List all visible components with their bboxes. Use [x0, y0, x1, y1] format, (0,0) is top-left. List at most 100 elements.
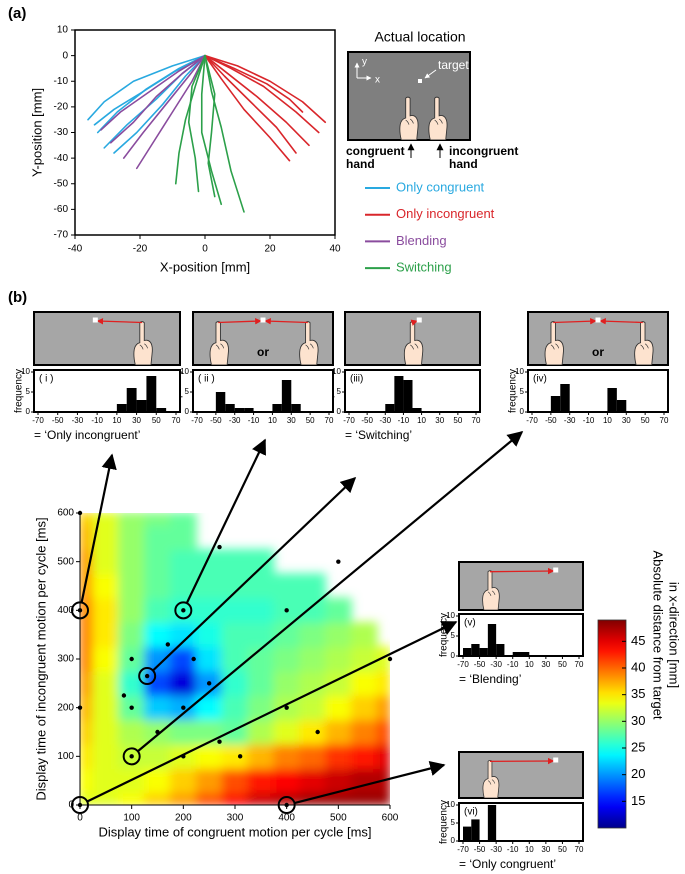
trajectory	[135, 54, 206, 170]
x-tick-label: -30	[490, 845, 502, 854]
heatmap-cell	[92, 622, 120, 648]
heatmap-cell	[273, 768, 301, 794]
x-tick-label: 20	[264, 244, 276, 255]
histogram-caption: = ‘Only incongruent’	[34, 428, 140, 442]
y-tick-label: 5	[26, 387, 31, 396]
y-tick-label: 10	[21, 367, 30, 376]
target-dot	[595, 317, 601, 323]
x-tick-label: -10	[398, 416, 410, 425]
sample-point	[315, 729, 320, 735]
sample-point	[129, 656, 134, 662]
x-tick-label: 50	[306, 416, 315, 425]
x-tick-label: 400	[278, 813, 295, 824]
y-tick-label: 500	[57, 556, 74, 567]
x-tick-label: 300	[227, 813, 244, 824]
y-tick-label: 0	[451, 651, 456, 660]
x-tick-label: 50	[453, 416, 462, 425]
x-tick-label: 10	[112, 416, 121, 425]
histogram-panel: or 0 5 10 -70 -50 -30 -10 10 30 50 70 (iv) frequency	[508, 311, 669, 425]
histogram-bar	[403, 380, 413, 412]
heatmap-cell	[144, 792, 171, 805]
histogram-bar	[291, 404, 301, 412]
sample-point	[129, 754, 134, 759]
histogram-bar	[215, 392, 226, 412]
histogram-bar	[471, 644, 480, 656]
target-dot	[92, 317, 98, 323]
y-tick-label: 0	[337, 407, 342, 416]
legend-label: Switching	[396, 260, 452, 275]
link-arrow	[86, 621, 458, 803]
reach-arrow	[218, 317, 262, 325]
icon-text: or	[257, 345, 269, 359]
y-axis-title: frequency	[14, 369, 25, 413]
heatmap-cell	[299, 597, 326, 623]
histogram-bar	[463, 826, 472, 841]
heatmap-cell	[169, 513, 197, 526]
histogram-frame	[33, 369, 181, 413]
hand-label: congruent	[346, 144, 405, 158]
heatmap-cell	[247, 646, 275, 672]
heatmap-cell	[247, 549, 275, 575]
histogram-caption: = ‘Blending’	[459, 672, 521, 686]
y-tick-label: 10	[180, 367, 189, 376]
trajectory	[204, 54, 297, 154]
x-tick-label: -10	[507, 845, 519, 854]
x-tick-label: 50	[152, 416, 161, 425]
histogram-panel: 0 5 10 -70 -50 -30 -10 10 30 50 70 (v) frequency = ‘B…	[439, 561, 584, 686]
x-tick-label: 200	[175, 813, 192, 824]
reach-arrow	[264, 317, 308, 325]
x-tick-label: 30	[622, 416, 631, 425]
y-tick-label: 10	[332, 367, 341, 376]
heatmap-cell	[324, 622, 352, 648]
heatmap-cell	[221, 743, 249, 769]
heatmap-cell	[92, 646, 120, 672]
heatmap-cell	[169, 768, 197, 794]
sample-point	[129, 705, 134, 710]
heatmap-cell	[324, 695, 352, 721]
histogram-label: (iv)	[533, 374, 547, 385]
x-tick-label: 10	[268, 416, 277, 425]
x-tick-label: -50	[474, 660, 486, 669]
heatmap-cell	[169, 792, 197, 805]
sample-point	[206, 681, 212, 686]
icon-text: or	[592, 345, 604, 359]
heatmap-cell	[299, 768, 326, 794]
colorbar-title: Absolute distance from target	[651, 550, 666, 719]
heatmap-cell	[273, 719, 301, 745]
heatmap-cell	[144, 513, 171, 526]
histogram-bar	[116, 404, 127, 412]
y-tick-label: 5	[185, 387, 190, 396]
heatmap-cell	[118, 719, 146, 745]
colorbar-tick-label: 45	[631, 633, 645, 648]
x-tick-label: 70	[575, 660, 584, 669]
sample-point	[217, 544, 222, 550]
x-tick-label: 40	[329, 244, 341, 255]
target-label: target	[438, 58, 469, 72]
heatmap-cell	[273, 646, 301, 672]
y-tick-label: -40	[54, 153, 69, 164]
x-tick-label: -30	[564, 416, 576, 425]
histogram-bar	[272, 404, 282, 412]
icon-screen	[33, 311, 181, 366]
x-tick-label: -20	[133, 244, 148, 255]
x-tick-label: 10	[417, 416, 426, 425]
heatmap-cell	[350, 743, 378, 769]
heatmap-cell	[221, 768, 249, 794]
target-dot	[553, 567, 559, 573]
histogram-bar	[244, 408, 254, 412]
x-tick-label: -50	[361, 416, 373, 425]
x-tick-label: 600	[382, 813, 399, 824]
sample-point	[77, 705, 83, 710]
heatmap-cell	[118, 792, 146, 805]
reach-arrow	[553, 317, 597, 325]
sample-point	[387, 656, 393, 662]
heatmap-cell	[195, 549, 223, 575]
reach-arrow	[489, 567, 555, 575]
colorbar-title: in x-direction [mm]	[667, 582, 682, 688]
heatmap-cell	[221, 549, 249, 575]
target-dot	[418, 79, 422, 83]
legend-label: Only incongruent	[396, 206, 495, 221]
histogram-label: ( ii )	[198, 374, 215, 385]
